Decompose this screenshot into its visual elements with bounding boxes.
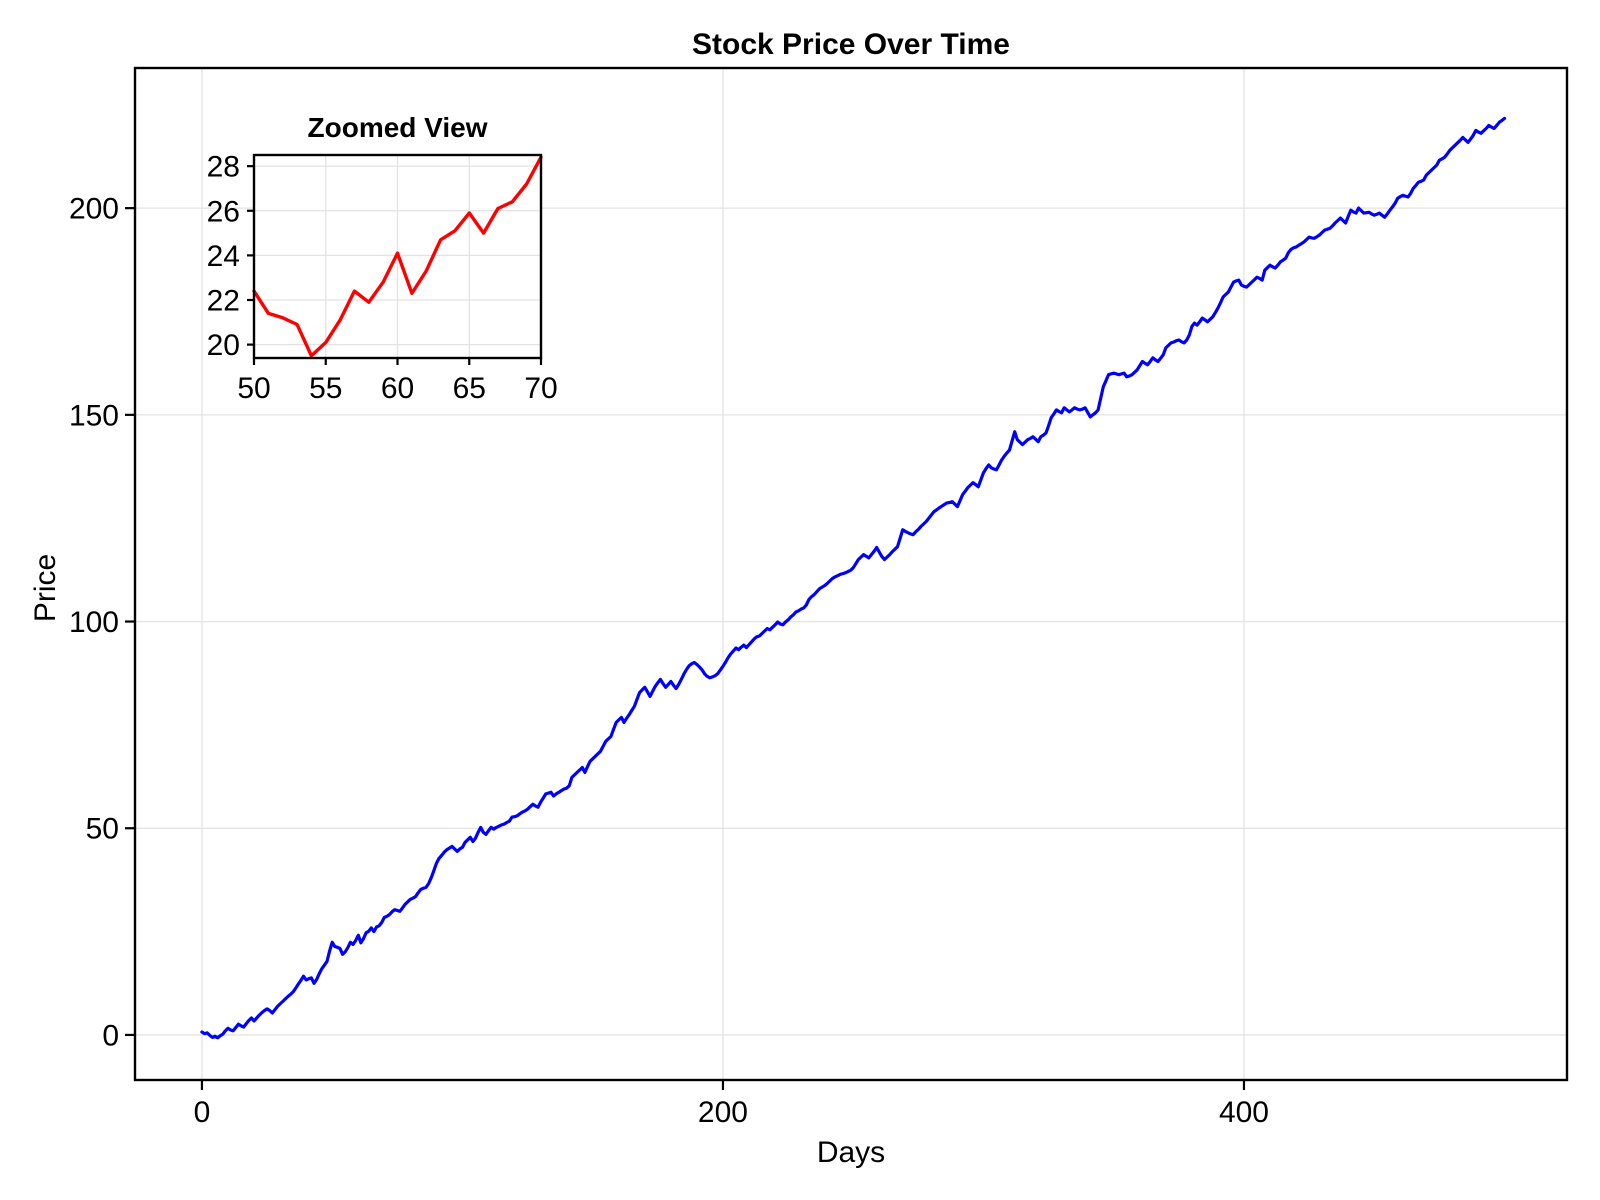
inset-y-tick-label: 20 bbox=[207, 329, 240, 362]
inset-y-tick-label: 24 bbox=[207, 240, 240, 273]
inset-x-tick-label: 50 bbox=[237, 372, 270, 405]
stock-price-zoom-series bbox=[252, 155, 543, 358]
main-y-tick-label: 0 bbox=[102, 1019, 119, 1052]
inset-y-tick-label: 26 bbox=[207, 195, 240, 228]
main-y-tick-label: 50 bbox=[86, 813, 119, 846]
main-x-tick-label: 200 bbox=[698, 1096, 748, 1129]
main-plot-frame bbox=[133, 66, 1569, 1082]
main-x-tick-label: 400 bbox=[1219, 1096, 1269, 1129]
main-y-tick-label: 100 bbox=[69, 606, 119, 639]
stock-price-series bbox=[200, 116, 1507, 1040]
inset-y-tick-label: 22 bbox=[207, 285, 240, 318]
inset-x-tick-label: 70 bbox=[524, 372, 557, 405]
main-y-tick-label: 150 bbox=[69, 399, 119, 432]
main-y-tick-label: 200 bbox=[69, 193, 119, 226]
inset-x-tick-label: 65 bbox=[453, 372, 486, 405]
inset-y-tick-label: 28 bbox=[207, 151, 240, 184]
inset-x-tick-label: 55 bbox=[309, 372, 342, 405]
inset-x-tick-label: 60 bbox=[381, 372, 414, 405]
main-x-tick-label: 0 bbox=[194, 1096, 211, 1129]
